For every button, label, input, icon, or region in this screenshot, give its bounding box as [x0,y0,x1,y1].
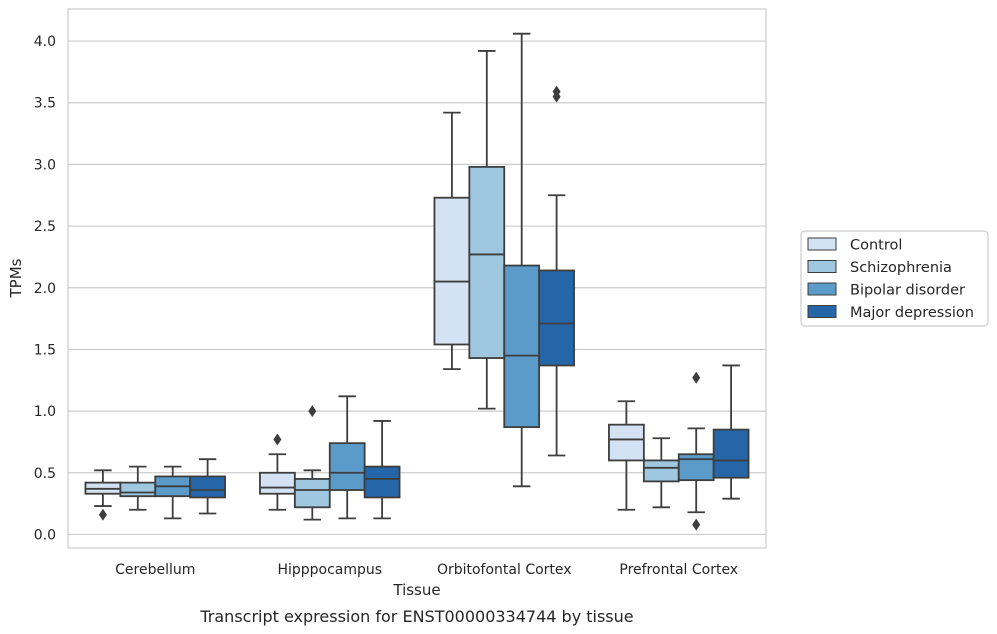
x-tick-label: Cerebellum [115,562,195,578]
box-major-depression [712,364,750,500]
outlier-point [308,405,317,418]
chart-caption: Transcript expression for ENST0000033474… [199,607,633,626]
plot-frame [67,8,767,549]
y-tick-label: 4.0 [34,34,56,50]
box-schizophrenia [642,437,680,509]
box-iqr [259,471,296,495]
y-tick-label: 2.0 [34,281,56,297]
outlier-point [273,433,282,446]
box-major-depression [189,458,226,515]
box-control [259,433,296,511]
legend-entry: Bipolar disorder [850,283,965,299]
outlier-point [552,85,561,98]
box-iqr [189,475,226,499]
box-iqr [363,465,401,499]
y-axis-label: TPMs [7,258,25,298]
box-schizophrenia [119,465,157,511]
box-iqr [328,442,366,491]
legend-swatch [807,305,837,318]
y-tick-labels: 0.0 0.5 1.0 1.5 2.0 2.5 3.0 3.5 4.0 [34,34,56,543]
x-tick-label: Hipppocampus [277,562,382,578]
x-tick-label: Prefrontal Cortex [619,562,738,578]
box-iqr [677,453,715,482]
box-control [433,111,471,371]
box-bipolar-disorder [503,32,541,488]
outlier-point [692,518,701,531]
box-iqr [433,196,471,346]
y-tick-label: 1.5 [34,342,56,358]
box-iqr [293,478,331,509]
box-major-depression [538,85,575,457]
boxes [84,32,750,531]
box-schizophrenia [293,405,331,521]
box-major-depression [363,420,401,520]
box-schizophrenia [468,50,506,410]
legend-entry: Schizophrenia [850,260,952,276]
legend-swatch [807,237,837,251]
box-bipolar-disorder [328,395,366,520]
legend-frame [800,230,989,327]
legend-swatch [807,260,837,273]
y-tick-label: 3.5 [34,96,56,112]
outlier-point [692,371,701,384]
box-bipolar-disorder [154,465,192,520]
box-iqr [712,428,750,479]
box-iqr [642,459,680,483]
x-tick-labels: Cerebellum Hipppocampus Orbitofontal Corte… [115,562,738,578]
outlier-point [98,508,107,521]
y-tick-label: 3.0 [34,157,56,173]
x-axis-label: Tissue [392,581,440,599]
box-iqr [119,481,157,498]
box-iqr [538,269,575,367]
y-tick-label: 1.0 [34,404,56,420]
box-iqr [608,423,645,462]
legend-entry: Major depression [850,305,974,321]
box-bipolar-disorder [677,371,715,531]
gridlines [68,40,766,536]
y-tick-label: 0.5 [34,466,56,482]
legend-swatch [807,282,837,296]
y-tick-label: 0.0 [34,527,56,543]
legend-entry: Control [850,238,902,254]
box-control [84,469,122,521]
box-iqr [503,264,541,429]
y-tick-label: 2.5 [34,219,56,235]
box-control [608,400,645,511]
legend: Control Schizophrenia Bipolar disorder Majo… [800,230,989,327]
box-iqr [468,165,506,359]
x-tick-label: Orbitofontal Cortex [437,562,572,578]
